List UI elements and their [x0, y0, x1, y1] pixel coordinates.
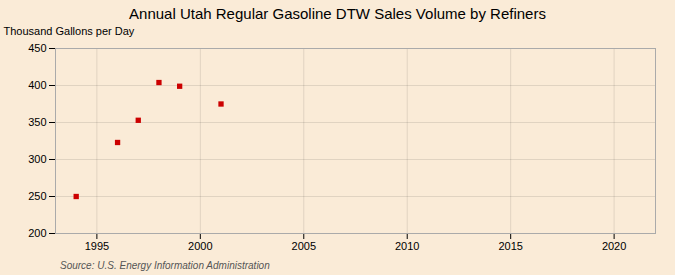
svg-text:2000: 2000 [188, 240, 212, 252]
html-text:Annual Utah Regular Gasoline D: Annual Utah Regular Gasoline DTW Sales V… [129, 5, 546, 22]
svg-text:400: 400 [28, 79, 46, 91]
svg-text:2020: 2020 [602, 240, 626, 252]
svg-text:Thousand Gallons per Day: Thousand Gallons per Day [4, 25, 135, 37]
svg-text:2010: 2010 [395, 240, 419, 252]
svg-text:1995: 1995 [85, 240, 109, 252]
svg-text:450: 450 [28, 42, 46, 54]
svg-text:200: 200 [28, 227, 46, 239]
svg-text:2015: 2015 [498, 240, 522, 252]
svg-text:300: 300 [28, 153, 46, 165]
html-text:Source: U.S. Energy Informatio: Source: U.S. Energy Information Administ… [60, 260, 270, 271]
svg-text:350: 350 [28, 116, 46, 128]
svg-text:2005: 2005 [292, 240, 316, 252]
svg-text:250: 250 [28, 190, 46, 202]
